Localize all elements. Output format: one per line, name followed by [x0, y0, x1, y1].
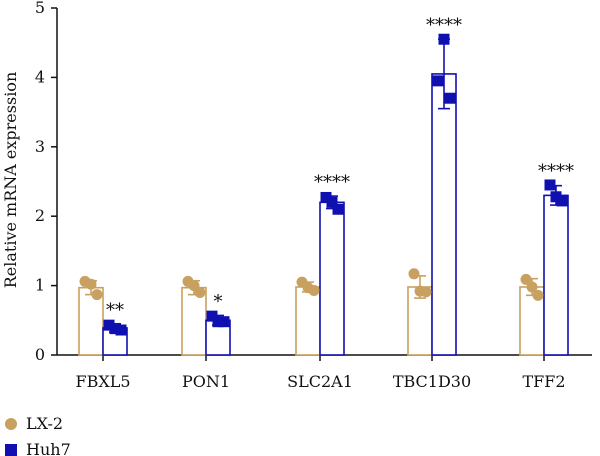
significance-labels: ** *************	[106, 15, 574, 321]
data-point-lx-2	[526, 281, 538, 293]
data-points	[79, 33, 568, 336]
legend-item-lx-2: LX-2	[5, 414, 63, 433]
data-point-huh7	[218, 316, 230, 328]
legend: LX-2 Huh7	[5, 414, 71, 456]
x-category-label: SLC2A1	[287, 372, 353, 391]
data-point-lx-2	[420, 286, 432, 298]
data-point-huh7	[444, 92, 456, 104]
y-tick-label: 1	[35, 276, 45, 295]
data-point-huh7	[320, 191, 332, 203]
data-point-lx-2	[85, 278, 97, 290]
data-point-lx-2	[408, 268, 420, 280]
data-point-lx-2	[520, 273, 532, 285]
y-tick-label: 0	[35, 345, 45, 364]
data-point-huh7	[332, 203, 344, 215]
legend-marker-square	[5, 444, 17, 456]
data-point-huh7	[109, 323, 121, 335]
y-tick-label: 2	[35, 206, 45, 225]
significance-label: ****	[314, 172, 350, 193]
data-point-lx-2	[532, 289, 544, 301]
bar-huh7-slc2a1	[319, 201, 345, 356]
data-point-lx-2	[308, 284, 320, 296]
x-axis: FBXL5 PON1 SLC2A1 TBC1D30 TFF2	[57, 354, 592, 391]
bar-huh7-tbc1d30	[431, 73, 457, 356]
bars	[78, 73, 569, 356]
x-category-label: PON1	[182, 372, 230, 391]
data-point-huh7	[556, 195, 568, 207]
y-tick-label: 4	[35, 67, 45, 86]
x-category-label: TFF2	[522, 372, 565, 391]
y-tick-label: 5	[35, 0, 45, 17]
data-point-huh7	[550, 191, 562, 203]
data-point-huh7	[115, 324, 127, 336]
data-point-lx-2	[91, 289, 103, 301]
data-point-huh7	[103, 319, 115, 331]
x-category-label: TBC1D30	[393, 372, 471, 391]
legend-label: LX-2	[26, 414, 63, 433]
legend-label: Huh7	[26, 440, 71, 456]
bar-lx-2-pon1	[181, 286, 207, 356]
bar-lx-2-slc2a1	[295, 286, 321, 356]
data-point-huh7	[206, 310, 218, 322]
data-point-huh7	[212, 316, 224, 328]
x-category-label: FBXL5	[75, 372, 130, 391]
data-point-huh7	[432, 75, 444, 87]
bar-huh7-tff2	[543, 194, 569, 356]
y-axis-title: Relative mRNA expression	[1, 72, 20, 289]
data-point-lx-2	[194, 287, 206, 299]
legend-item-huh7: Huh7	[5, 440, 71, 456]
significance-label: ****	[538, 161, 574, 182]
data-point-huh7	[544, 179, 556, 191]
y-tick-label: 3	[35, 137, 45, 156]
significance-label: *	[214, 291, 223, 312]
significance-label: ****	[426, 15, 462, 36]
significance-label: **	[106, 300, 124, 321]
data-point-huh7	[438, 33, 450, 45]
y-axis: 0 1 2 3 4 5	[35, 0, 58, 364]
legend-marker-circle	[5, 418, 17, 430]
data-point-huh7	[326, 196, 338, 208]
